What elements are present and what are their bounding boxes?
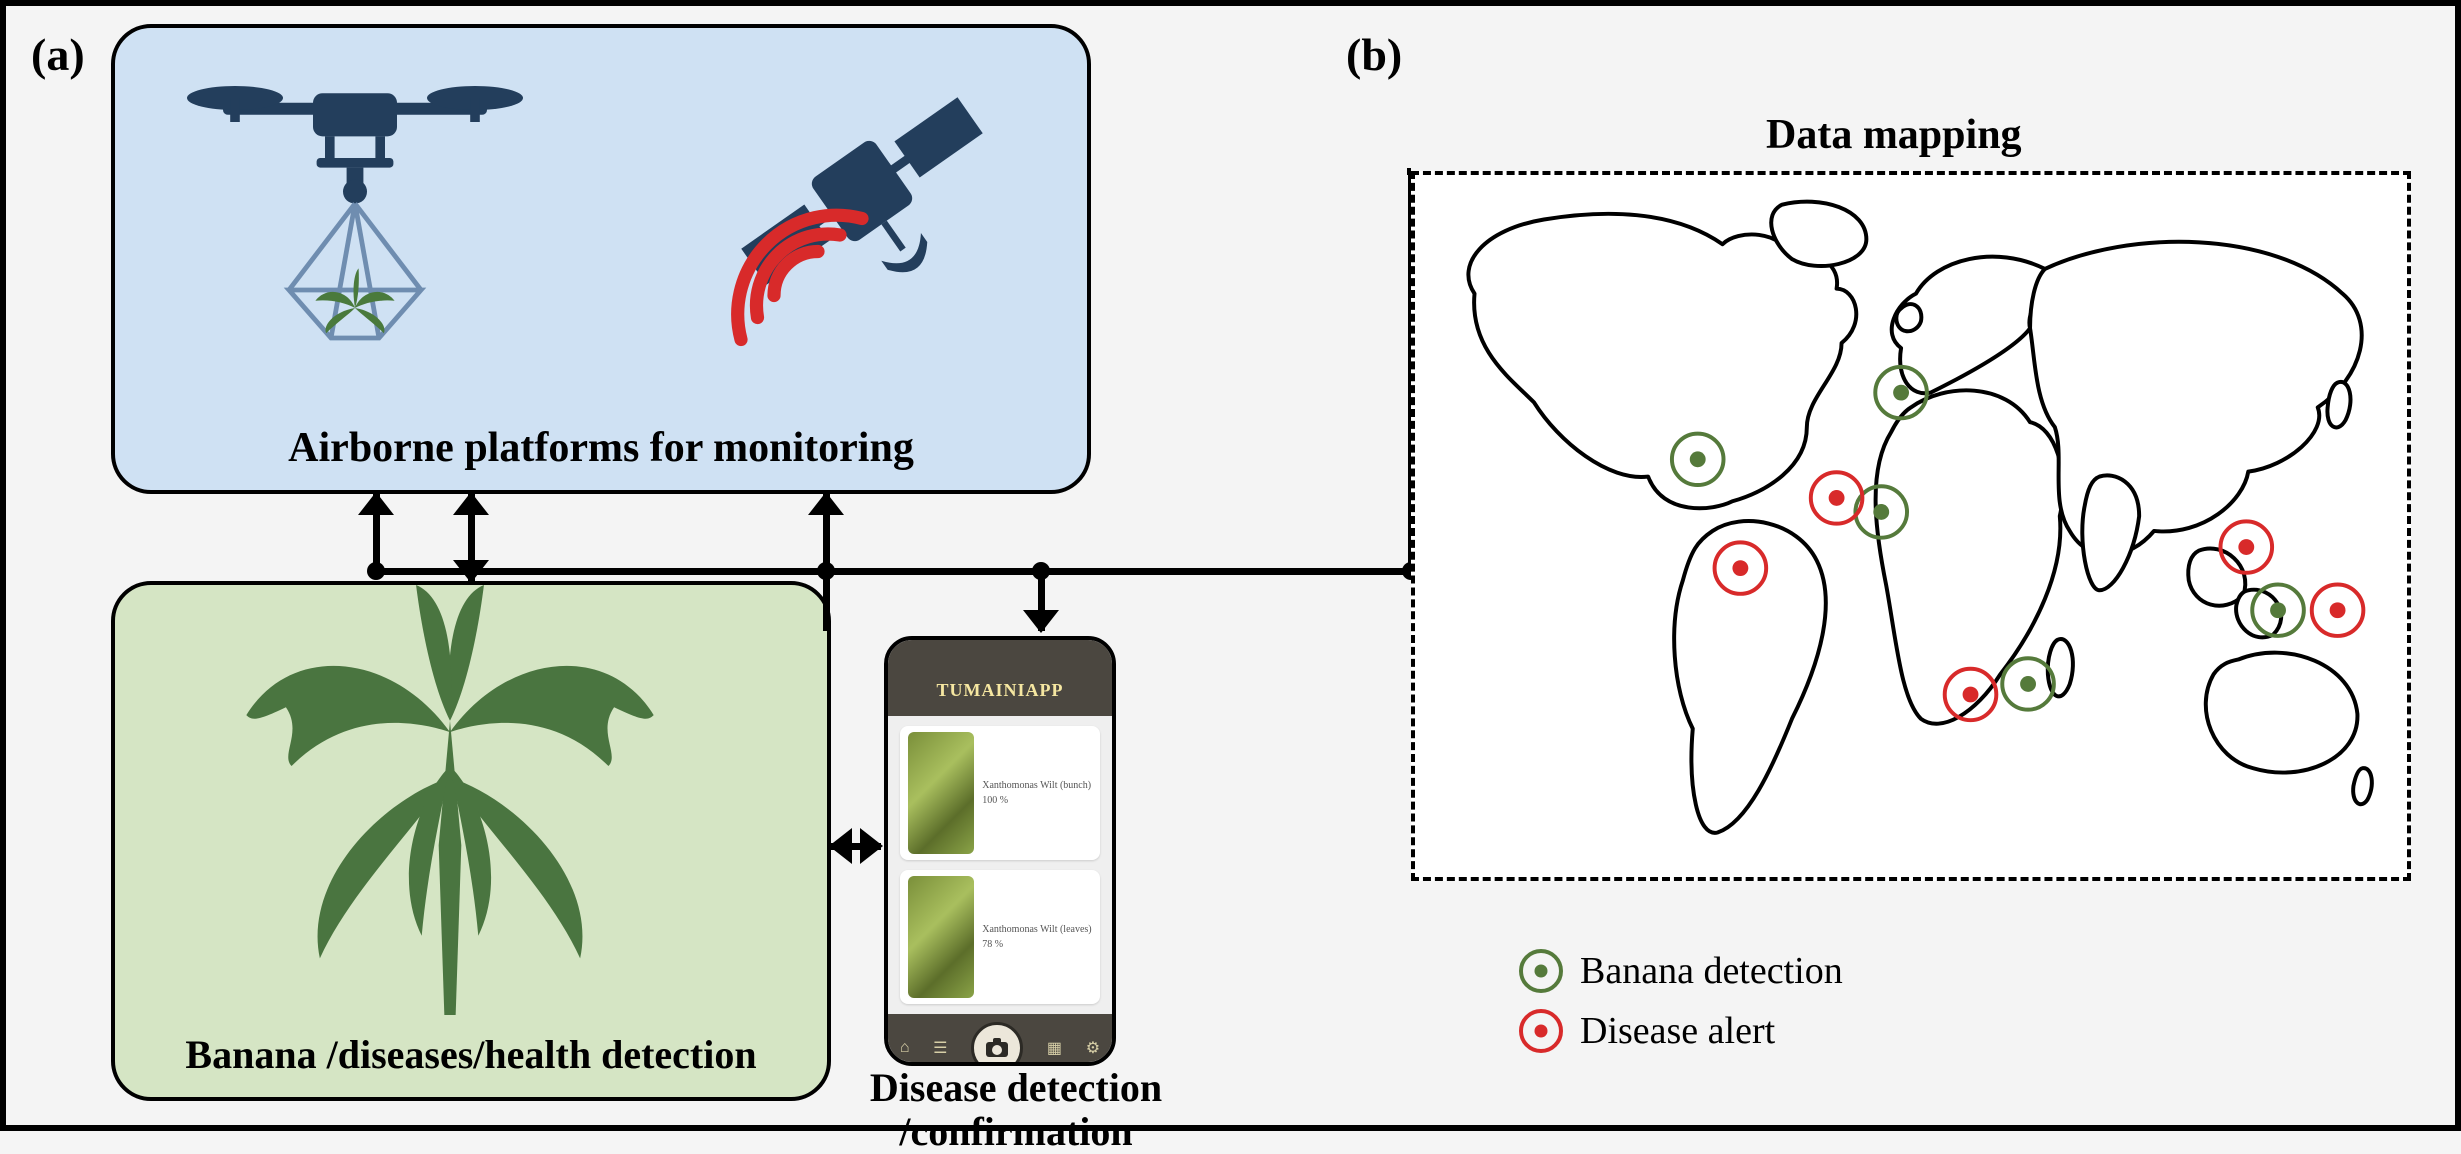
map-title: Data mapping xyxy=(1766,111,2022,159)
banana-marker-icon xyxy=(1516,946,1566,996)
legend-item-alert: Disease alert xyxy=(1516,1006,1775,1056)
ground-block: Banana /diseases/health detection xyxy=(111,581,831,1101)
nav-gallery-icon: ▦ xyxy=(1047,1038,1062,1058)
app-body: Xanthomonas Wilt (bunch) 100 % Xanthomon… xyxy=(888,716,1112,1015)
arrow-icon xyxy=(808,492,844,515)
result-thumb-icon xyxy=(908,732,974,854)
legend-label: Banana detection xyxy=(1580,949,1843,993)
result-thumb-icon xyxy=(908,876,974,998)
panel-label-a: (a) xyxy=(31,28,85,81)
result-pct: 78 % xyxy=(982,939,1092,950)
camera-button xyxy=(971,1022,1023,1066)
map-box xyxy=(1411,171,2411,881)
panel-label-b: (b) xyxy=(1346,28,1402,81)
app-header: TUMAINIAPP xyxy=(888,665,1112,716)
figure-frame: (a) (b) xyxy=(0,0,2461,1131)
airborne-caption: Airborne platforms for monitoring xyxy=(115,424,1087,472)
connector xyxy=(376,568,1411,575)
result-card: Xanthomonas Wilt (leaves) 78 % xyxy=(900,870,1100,1004)
result-pct: 100 % xyxy=(982,795,1092,806)
arrow-icon xyxy=(1023,610,1059,633)
banana-plant-icon xyxy=(170,585,730,1015)
connector xyxy=(823,571,830,631)
phone-mockup: TUMAINIAPP Xanthomonas Wilt (bunch) 100 … xyxy=(884,636,1116,1066)
arrow-icon xyxy=(358,492,394,515)
nav-home-icon: ⌂ xyxy=(900,1039,910,1057)
legend-item-banana: Banana detection xyxy=(1516,946,1843,996)
arrow-icon xyxy=(453,560,489,583)
arrow-icon xyxy=(860,828,883,864)
arrow-icon xyxy=(453,492,489,515)
alert-marker-icon xyxy=(1516,1006,1566,1056)
junction-dot xyxy=(367,562,385,580)
result-card: Xanthomonas Wilt (bunch) 100 % xyxy=(900,726,1100,860)
airborne-block: Airborne platforms for monitoring xyxy=(111,24,1091,494)
alert-marker-icon xyxy=(1811,472,1863,523)
legend-label: Disease alert xyxy=(1580,1009,1775,1053)
app-navbar: ⌂ ☰ ▦ ⚙ xyxy=(888,1014,1112,1066)
satellite-icon xyxy=(697,48,1027,378)
nav-history-icon: ☰ xyxy=(933,1038,947,1058)
result-title: Xanthomonas Wilt (leaves) xyxy=(982,924,1092,935)
ground-caption: Banana /diseases/health detection xyxy=(105,1033,837,1077)
arrow-icon xyxy=(829,828,852,864)
app-title: TUMAINIAPP xyxy=(937,680,1064,701)
alert-marker-icon xyxy=(2221,521,2273,572)
banana-marker-icon xyxy=(2002,658,2054,709)
drone-icon xyxy=(175,38,535,398)
phone-statusbar xyxy=(888,640,1112,665)
result-title: Xanthomonas Wilt (bunch) xyxy=(982,780,1092,791)
world-map-icon xyxy=(1415,175,2407,877)
alert-marker-icon xyxy=(2312,585,2364,636)
junction-dot xyxy=(1032,562,1050,580)
nav-settings-icon: ⚙ xyxy=(1086,1038,1100,1058)
phone-caption: Disease detection /confirmation xyxy=(856,1066,1176,1154)
